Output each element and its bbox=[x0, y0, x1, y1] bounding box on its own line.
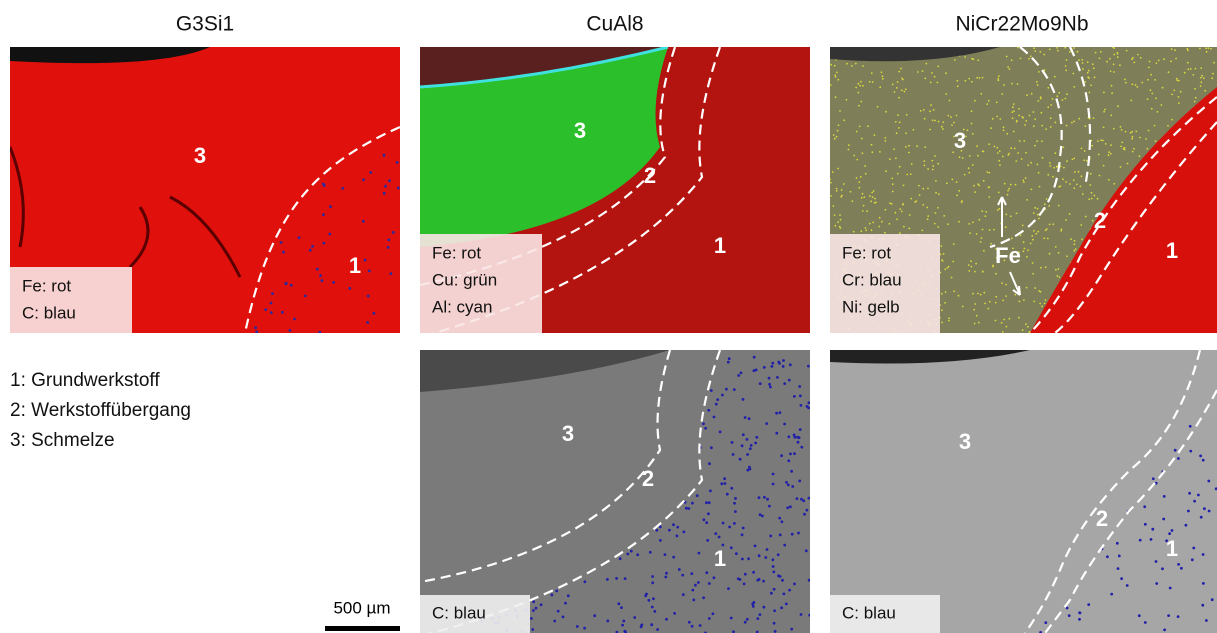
column-title: CuAl8 bbox=[586, 13, 643, 36]
sem-panel: 3 2 1 C: blau bbox=[830, 350, 1217, 633]
scale-bar-label: 500 µm bbox=[333, 598, 390, 617]
sem-panel: 3 2 1 C: blau bbox=[420, 350, 811, 633]
annotation: Fe bbox=[995, 243, 1021, 268]
figure: G3Si1 CuAl8 NiCr22Mo9Nb 3 1 Fe: rot C: b… bbox=[0, 0, 1217, 633]
zone-label: 1 bbox=[714, 233, 726, 258]
channel-label: C: blau bbox=[432, 603, 486, 622]
zone-label: 1 bbox=[349, 253, 361, 278]
zone-label: 3 bbox=[954, 128, 966, 153]
column-title: NiCr22Mo9Nb bbox=[955, 13, 1088, 36]
zone-label: 3 bbox=[194, 143, 206, 168]
channel-label: Al: cyan bbox=[432, 297, 492, 316]
zone-label: 1 bbox=[714, 546, 726, 571]
zone-label: 2 bbox=[1094, 208, 1106, 233]
map-panel: 3 1 Fe: rot C: blau bbox=[10, 47, 400, 334]
legend-entry: 3: Schmelze bbox=[10, 430, 115, 451]
channel-label: Fe: rot bbox=[432, 243, 481, 262]
zone-label: 3 bbox=[959, 429, 971, 454]
map-panel: 3 2 1 Fe: rot Cu: grün Al: cyan bbox=[420, 47, 810, 337]
channel-label: Fe: rot bbox=[842, 243, 891, 262]
channel-label: C: blau bbox=[22, 303, 76, 322]
channel-label: Cr: blau bbox=[842, 270, 902, 289]
zone-label: 3 bbox=[562, 421, 574, 446]
channel-label: C: blau bbox=[842, 603, 896, 622]
channel-label: Fe: rot bbox=[22, 276, 71, 295]
channel-label: Cu: grün bbox=[432, 270, 497, 289]
zone-label: 2 bbox=[1096, 506, 1108, 531]
column-title: G3Si1 bbox=[176, 13, 234, 36]
legend-entry: 1: Grundwerkstoff bbox=[10, 370, 160, 391]
legend-entry: 2: Werkstoffübergang bbox=[10, 400, 191, 421]
zone-label: 2 bbox=[642, 466, 654, 491]
channel-label: Ni: gelb bbox=[842, 297, 900, 316]
scale-bar bbox=[325, 626, 400, 631]
zone-label: 1 bbox=[1166, 238, 1178, 263]
map-panel: 3 2 1 Fe Fe: rot Cr: blau Ni: gelb bbox=[829, 46, 1217, 334]
zone-label: 1 bbox=[1166, 536, 1178, 561]
zone-label: 3 bbox=[574, 118, 586, 143]
zone-label: 2 bbox=[644, 163, 656, 188]
